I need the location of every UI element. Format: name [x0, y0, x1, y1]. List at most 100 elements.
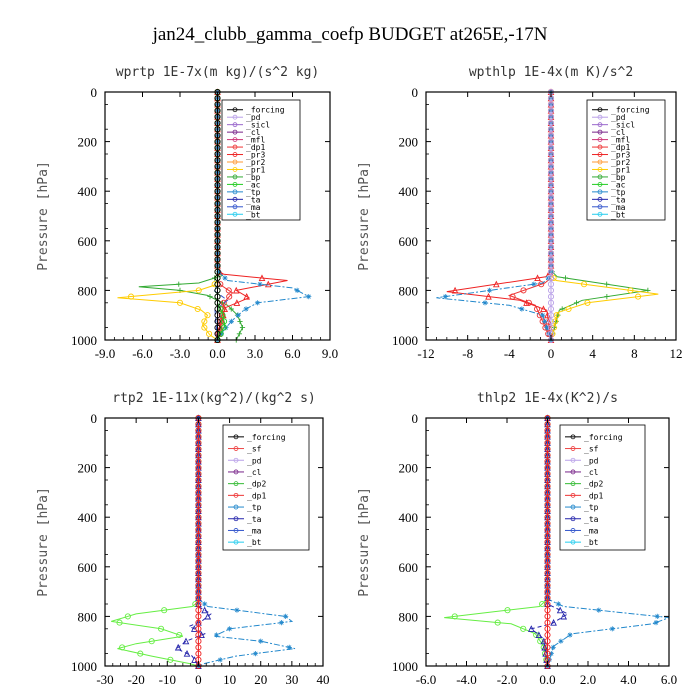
- series-forcing-marker: [214, 256, 221, 263]
- legend-marker: [570, 457, 576, 463]
- legend-label: _forcing: [584, 433, 623, 442]
- legend-label: _cl: [584, 468, 599, 477]
- legend-item: _forcing: [592, 106, 650, 115]
- series-tp-marker: [653, 620, 659, 626]
- series-tp-marker: [555, 601, 561, 607]
- series-forcing-marker: [195, 538, 202, 546]
- series-forcing-marker: [195, 464, 202, 471]
- series-tp-marker: [283, 613, 289, 619]
- legend-label: _cl: [611, 128, 626, 137]
- y-tick-label: 200: [399, 135, 419, 150]
- series-forcing-marker: [195, 576, 202, 583]
- series-forcing-marker: [214, 305, 221, 313]
- series-forcing-marker: [544, 600, 551, 608]
- legend: _forcing_pd_sicl_cl_mfl_dp1_pr3_pr2_pr1_…: [221, 99, 301, 221]
- legend-marker: [232, 204, 238, 210]
- series-pr1-marker: [553, 312, 560, 319]
- y-tick-label: 600: [399, 234, 419, 249]
- legend-marker: [570, 434, 576, 440]
- y-tick-label: 0: [91, 85, 98, 100]
- legend-label: _pr3: [246, 151, 265, 160]
- series-dp1-marker: [167, 656, 174, 663]
- x-tick-label: -12: [417, 346, 434, 361]
- legend-item: _forcing: [227, 106, 285, 115]
- series-pd-marker: [547, 188, 555, 195]
- legend-label: _bt: [611, 210, 626, 219]
- series-forcing-marker: [544, 532, 551, 539]
- legend-label: _cl: [246, 128, 261, 137]
- series-forcing-marker: [214, 188, 221, 195]
- series-pr1-marker: [176, 299, 184, 306]
- legend-label: _mfl: [611, 136, 630, 145]
- series-pd-marker: [547, 181, 555, 189]
- series-dp1-marker: [225, 287, 232, 294]
- series-dp1-marker: [494, 619, 501, 626]
- x-tick-label: 0.0: [539, 672, 555, 687]
- series-dp1-marker: [504, 607, 511, 614]
- series-bp-marker: [239, 325, 246, 331]
- series-tp-marker: [222, 275, 228, 281]
- series-ta-marker: [535, 631, 543, 639]
- series-forcing-marker: [214, 250, 221, 257]
- legend-marker: [232, 129, 238, 135]
- series-forcing-marker: [544, 439, 551, 446]
- legend-marker: [232, 144, 238, 150]
- series-pd-marker: [547, 237, 555, 244]
- series-dp1-marker: [137, 650, 144, 657]
- series-tp-marker: [254, 300, 261, 306]
- y-tick-label: 1000: [392, 659, 418, 674]
- series-forcing-marker: [544, 625, 551, 632]
- series-forcing-marker: [544, 526, 551, 533]
- series-pd-marker: [547, 250, 555, 257]
- series-forcing-marker: [544, 489, 551, 496]
- legend-item: _ma: [228, 526, 262, 535]
- legend-item: _mfl: [592, 136, 630, 145]
- y-axis-label: Pressure [hPa]: [357, 161, 372, 271]
- series-tp-marker: [213, 632, 220, 638]
- series-forcing-marker: [214, 243, 221, 251]
- legend-marker: [570, 469, 576, 475]
- series-forcing-marker: [544, 551, 551, 558]
- y-tick-label: 800: [78, 609, 98, 624]
- series-dp1-marker: [119, 644, 126, 651]
- series-pd-marker: [547, 231, 555, 238]
- panel-title: wpthlp 1E-4x(m K)/s^2: [469, 65, 633, 80]
- legend-marker: [232, 152, 238, 157]
- series-forcing-marker: [214, 144, 221, 151]
- legend-marker: [233, 446, 239, 451]
- legend-item: _ac: [592, 180, 626, 189]
- series-pd-marker: [547, 144, 555, 151]
- series-forcing-marker: [544, 644, 551, 651]
- series-forcing-marker: [214, 219, 221, 226]
- series-pr3-marker: [492, 280, 500, 288]
- series-forcing-marker: [214, 150, 221, 158]
- series-pd-marker: [547, 119, 555, 127]
- series-tp-marker: [540, 312, 546, 318]
- legend-label: _sf: [584, 445, 599, 454]
- series-ta-marker: [182, 637, 190, 645]
- legend-item: _dp2: [228, 480, 266, 489]
- series-forcing-marker: [214, 126, 221, 133]
- legend-marker: [597, 211, 603, 217]
- y-axis-label: Pressure [hPa]: [36, 161, 51, 271]
- legend-marker: [232, 107, 238, 113]
- series-tp-marker: [216, 269, 222, 275]
- legend-label: _sf: [247, 445, 262, 454]
- legend-marker: [597, 122, 603, 128]
- legend-item: _cl: [565, 468, 599, 477]
- series-line-dp1: [444, 418, 548, 667]
- series-forcing-marker: [214, 101, 221, 108]
- series-forcing-marker: [214, 132, 221, 139]
- legend-marker: [597, 167, 603, 172]
- x-tick-label: -8: [462, 346, 473, 361]
- y-axis-label: Pressure [hPa]: [36, 487, 51, 597]
- series-bp-marker: [604, 281, 610, 287]
- panel-4: thlp2 1E-4x(K^2)/s Pressure [hPa] -6.0 -4.0…: [357, 391, 677, 687]
- legend-marker: [233, 539, 239, 545]
- x-tick-label: 4.0: [620, 672, 636, 687]
- legend-label: _tp: [247, 503, 262, 512]
- series-tp-marker: [542, 318, 548, 324]
- y-tick-label: 800: [78, 283, 98, 298]
- legend-item: _sf: [565, 445, 599, 454]
- legend-marker: [597, 114, 603, 120]
